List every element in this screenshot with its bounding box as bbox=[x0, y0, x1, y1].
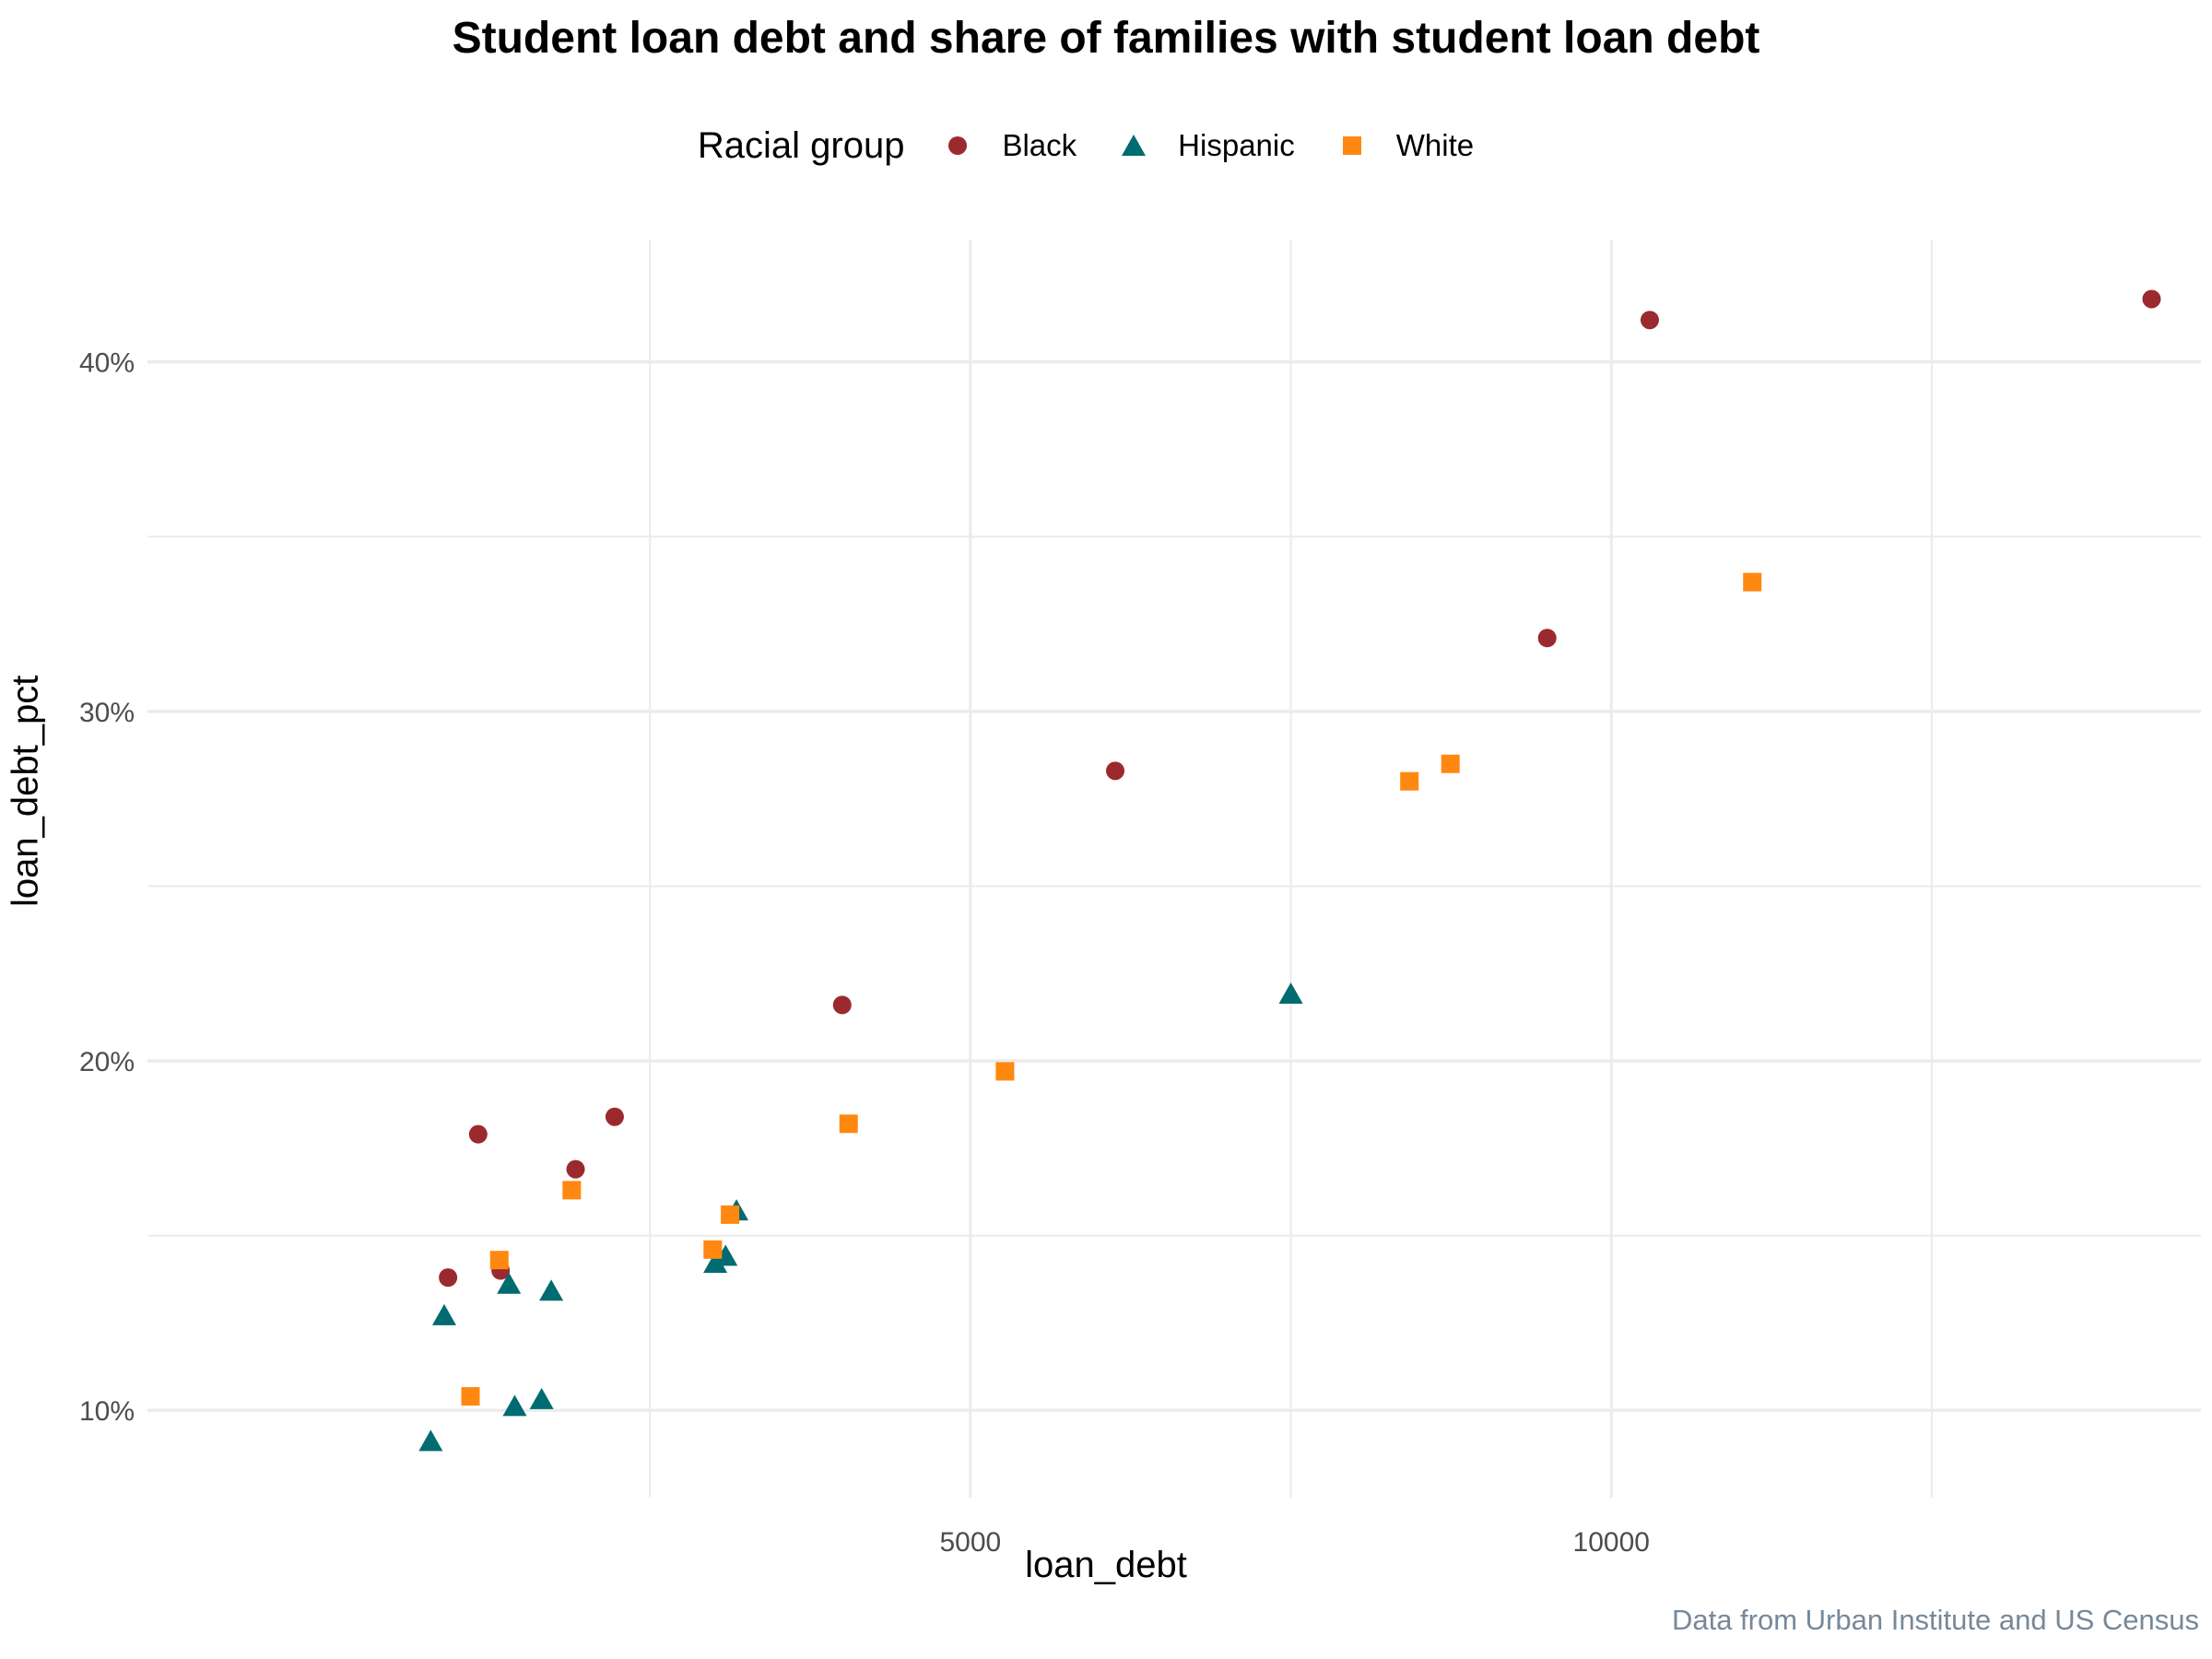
data-point-white bbox=[562, 1181, 582, 1200]
tick-labels: 5000 10000 10% 20% 30% 40% bbox=[79, 348, 1650, 1558]
data-point-black bbox=[1106, 761, 1125, 781]
y-tick-label: 20% bbox=[79, 1047, 135, 1077]
square-icon bbox=[1342, 136, 1361, 155]
legend-key-white bbox=[1342, 136, 1361, 155]
data-point-white bbox=[839, 1114, 858, 1134]
data-point-black bbox=[2142, 289, 2161, 309]
y-tick-label: 30% bbox=[79, 698, 135, 728]
grid-layer bbox=[147, 240, 2201, 1498]
data-point-hispanic bbox=[703, 1251, 728, 1273]
data-point-black bbox=[1640, 311, 1659, 330]
data-point-black bbox=[439, 1268, 458, 1288]
data-point-white bbox=[1743, 572, 1762, 592]
legend-title: Racial group bbox=[697, 124, 905, 166]
data-point-hispanic bbox=[1278, 982, 1303, 1004]
legend-label-hispanic: Hispanic bbox=[1178, 128, 1295, 162]
legend-label-white: White bbox=[1395, 128, 1475, 162]
data-point-white bbox=[489, 1251, 509, 1270]
triangle-icon bbox=[1122, 135, 1147, 156]
data-point-hispanic bbox=[713, 1244, 738, 1266]
legend-key-hispanic bbox=[1122, 135, 1147, 156]
y-tick-label: 10% bbox=[79, 1396, 135, 1427]
circle-icon bbox=[948, 136, 968, 155]
data-point-white bbox=[461, 1387, 480, 1406]
data-point-white bbox=[995, 1062, 1015, 1081]
legend-item-white: White bbox=[1335, 128, 1474, 163]
data-point-hispanic bbox=[502, 1394, 527, 1417]
legend-item-black: Black bbox=[941, 128, 1077, 163]
x-tick-label: 10000 bbox=[1573, 1527, 1650, 1558]
legend: Racial group Black Hispanic White bbox=[0, 118, 2212, 173]
data-point-white bbox=[1441, 754, 1460, 773]
data-point-white bbox=[721, 1205, 740, 1224]
data-point-hispanic bbox=[418, 1430, 443, 1452]
caption: Data from Urban Institute and US Census bbox=[1671, 1604, 2199, 1636]
data-point-hispanic bbox=[529, 1387, 554, 1409]
legend-key-black bbox=[948, 136, 968, 155]
legend-label-black: Black bbox=[1002, 128, 1077, 162]
data-point-hispanic bbox=[539, 1279, 564, 1301]
data-point-white bbox=[703, 1240, 723, 1259]
data-point-black bbox=[832, 995, 852, 1015]
data-point-hispanic bbox=[497, 1272, 522, 1294]
x-tick-label: 5000 bbox=[939, 1527, 1001, 1558]
chart-title: Student loan debt and share of families … bbox=[452, 14, 1760, 63]
y-tick-label: 40% bbox=[79, 348, 135, 379]
data-point-white bbox=[1400, 771, 1419, 791]
data-point-black bbox=[566, 1159, 585, 1179]
y-axis-title: loan_debt_pct bbox=[5, 675, 46, 907]
x-axis-title: loan_debt bbox=[1025, 1545, 1187, 1585]
data-points bbox=[418, 289, 2161, 1452]
data-point-black bbox=[1537, 629, 1557, 648]
legend-item-hispanic: Hispanic bbox=[1117, 128, 1295, 163]
data-point-black bbox=[468, 1124, 488, 1144]
data-point-black bbox=[605, 1107, 624, 1126]
data-point-hispanic bbox=[431, 1303, 456, 1325]
